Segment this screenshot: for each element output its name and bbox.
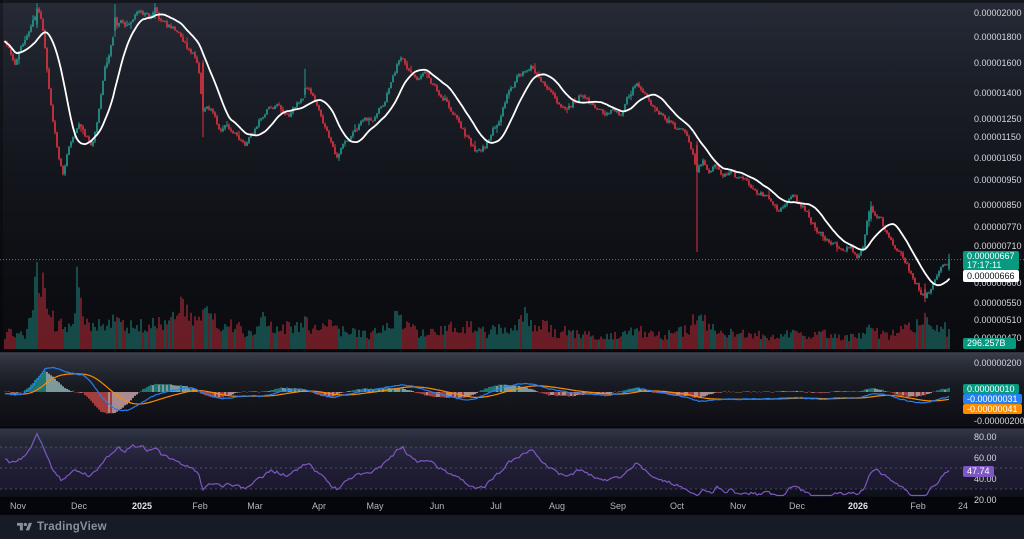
time-axis-label: Oct [669,501,685,511]
volume-value-label: 296.257B [963,337,1016,349]
time-axis[interactable]: Nov Dec 2025 Feb Mar Apr May Jun Jul Aug Sep Oct Nov… [0,498,1024,515]
time-axis-label: Mar [247,501,263,511]
last-price-label: 0.00000667 17:17:11 [963,251,1019,270]
time-axis-label: Sep [609,501,627,511]
macd-signal-label: -0.00000041 [963,404,1022,414]
rsi-value-label: 47.74 [963,466,994,477]
time-axis-label: 24 [957,501,969,511]
tradingview-logo[interactable]: TradingView [17,521,107,533]
time-axis-label: Aug [548,501,566,511]
time-axis-label: 2026 [847,501,869,511]
macd-histogram-label: 0.00000010 [963,384,1019,394]
bottom-bar: TradingView [0,515,1024,539]
time-axis-label: Jun [429,501,445,511]
time-axis-label: 2025 [131,501,153,511]
last-price-value: 0.00000667 [967,251,1015,261]
time-axis-label: Dec [788,501,806,511]
close-price-label: 0.00000666 [963,269,1019,282]
time-axis-label: Nov [9,501,27,511]
bar-countdown: 17:17:11 [967,260,1002,270]
tradingview-logo-icon [17,522,32,531]
tradingview-logo-text: TradingView [37,521,107,533]
time-axis-label: Apr [311,501,327,511]
time-axis-label: Jul [490,501,502,511]
time-axis-label: Feb [910,501,926,511]
time-axis-label: Nov [729,501,747,511]
macd-line-label: -0.00000031 [963,394,1022,404]
time-axis-label: Dec [70,501,88,511]
time-axis-label: Feb [192,501,208,511]
time-axis-label: May [366,501,384,511]
